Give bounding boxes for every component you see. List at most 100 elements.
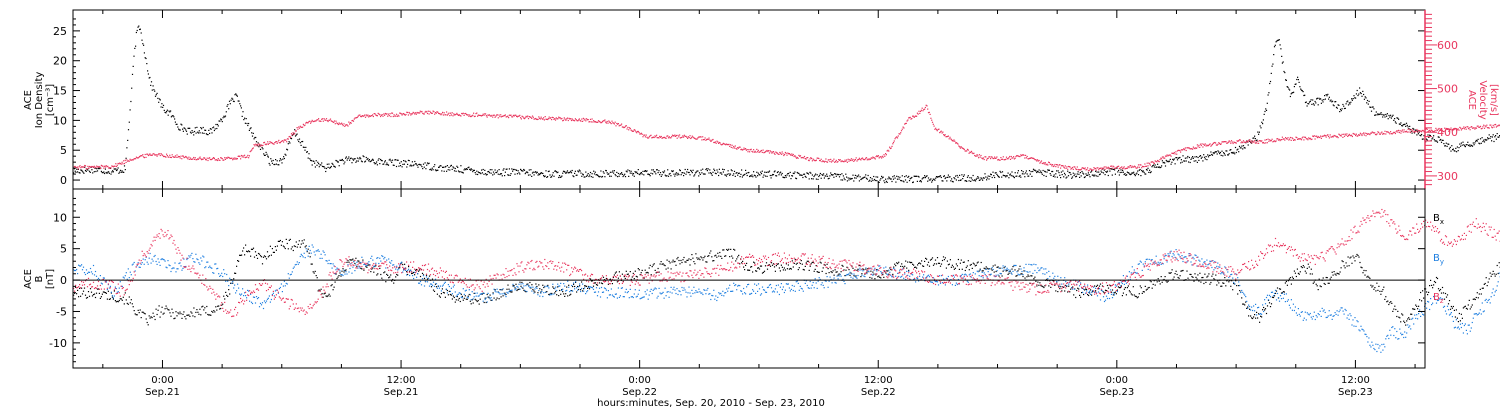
density-point-1323 bbox=[1125, 174, 1127, 176]
velocity-point-523 bbox=[488, 114, 491, 116]
bx-point-552 bbox=[621, 273, 623, 275]
velocity-point-23 bbox=[91, 165, 93, 168]
bx-point-1121 bbox=[1187, 277, 1189, 279]
bx-point-923 bbox=[990, 268, 992, 270]
velocity-point-1459 bbox=[1233, 141, 1235, 143]
velocity-point-1210 bbox=[1035, 159, 1037, 161]
velocity-point-1781 bbox=[1489, 124, 1491, 126]
density-point-1055 bbox=[912, 181, 914, 184]
bx-point-150 bbox=[222, 303, 224, 305]
density-point-238 bbox=[262, 148, 264, 150]
density-point-603 bbox=[552, 172, 554, 174]
velocity-point-765 bbox=[681, 136, 683, 138]
velocity-point-499 bbox=[469, 115, 472, 118]
density-point-737 bbox=[659, 174, 661, 176]
bx-point-697 bbox=[765, 262, 768, 264]
velocity-point-798 bbox=[707, 138, 709, 140]
velocity-point-1762 bbox=[1474, 128, 1476, 130]
velocity-point-1104 bbox=[951, 139, 953, 141]
density-point-889 bbox=[780, 171, 782, 173]
velocity-point-669 bbox=[605, 121, 607, 123]
bx-point-912 bbox=[979, 268, 981, 270]
bx-point-1061 bbox=[1127, 285, 1129, 287]
bx-point-650 bbox=[719, 251, 721, 254]
bx-point-863 bbox=[930, 258, 933, 260]
density-point-983 bbox=[854, 174, 856, 176]
velocity-point-718 bbox=[644, 134, 646, 136]
density-point-1374 bbox=[1165, 159, 1167, 161]
velocity-point-1327 bbox=[1128, 167, 1130, 169]
density-point-1717 bbox=[1438, 136, 1440, 138]
velocity-point-370 bbox=[367, 114, 369, 116]
density-point-381 bbox=[376, 161, 378, 163]
bx-point-976 bbox=[1043, 286, 1045, 289]
bx-point-1112 bbox=[1178, 277, 1180, 279]
velocity-point-539 bbox=[501, 115, 503, 117]
density-point-969 bbox=[843, 177, 845, 179]
velocity-point-1071 bbox=[924, 106, 926, 109]
density-point-922 bbox=[806, 172, 808, 174]
velocity-point-1240 bbox=[1059, 164, 1061, 166]
density-point-636 bbox=[578, 169, 580, 171]
velocity-point-1355 bbox=[1150, 161, 1152, 163]
velocity-point-1719 bbox=[1440, 129, 1442, 131]
density-point-1383 bbox=[1172, 159, 1175, 161]
density-point-320 bbox=[327, 166, 329, 168]
velocity-point-1172 bbox=[1005, 158, 1007, 160]
density-point-171 bbox=[209, 132, 211, 134]
velocity-point-329 bbox=[334, 123, 336, 125]
bx-point-565 bbox=[634, 270, 636, 272]
velocity-point-654 bbox=[593, 120, 595, 122]
density-point-607 bbox=[555, 171, 557, 173]
density-point-303 bbox=[314, 162, 316, 164]
density-point-1425 bbox=[1206, 159, 1208, 161]
density-point-525 bbox=[490, 172, 492, 174]
density-point-272 bbox=[289, 142, 291, 144]
bx-point-902 bbox=[969, 264, 971, 266]
velocity-point-1508 bbox=[1272, 141, 1274, 143]
velocity-point-383 bbox=[377, 112, 379, 114]
velocity-point-409 bbox=[398, 115, 400, 117]
velocity-point-181 bbox=[216, 159, 219, 162]
density-point-1494 bbox=[1261, 121, 1263, 123]
density-point-79 bbox=[135, 31, 137, 34]
density-point-927 bbox=[810, 172, 812, 174]
bx-point-676 bbox=[745, 264, 747, 266]
velocity-point-1046 bbox=[904, 122, 907, 125]
velocity-point-11 bbox=[81, 166, 83, 168]
velocity-point-113 bbox=[162, 155, 165, 158]
velocity-point-604 bbox=[553, 118, 555, 120]
velocity-point-479 bbox=[453, 114, 456, 116]
velocity-point-998 bbox=[866, 159, 868, 161]
velocity-point-894 bbox=[784, 153, 786, 156]
velocity-point-775 bbox=[689, 135, 691, 137]
density-point-1255 bbox=[1071, 177, 1073, 179]
density-point-1396 bbox=[1183, 160, 1185, 162]
velocity-point-1787 bbox=[1494, 124, 1496, 126]
density-point-749 bbox=[668, 173, 670, 175]
bx-point-154 bbox=[226, 294, 228, 296]
velocity-point-6 bbox=[77, 168, 79, 170]
bx-point-200 bbox=[271, 248, 273, 250]
velocity-point-37 bbox=[102, 165, 104, 167]
bx-point-924 bbox=[991, 269, 993, 271]
density-point-788 bbox=[699, 173, 701, 175]
density-point-1254 bbox=[1070, 173, 1072, 176]
velocity-point-182 bbox=[217, 158, 219, 160]
density-point-965 bbox=[840, 179, 842, 181]
velocity-point-1624 bbox=[1364, 132, 1366, 134]
bx-point-103 bbox=[175, 311, 177, 313]
velocity-point-1121 bbox=[964, 150, 966, 152]
velocity-point-822 bbox=[726, 143, 728, 146]
velocity-point-467 bbox=[444, 114, 446, 116]
bx-point-1235 bbox=[1300, 266, 1302, 268]
density-point-731 bbox=[654, 171, 656, 173]
velocity-point-1416 bbox=[1199, 146, 1201, 148]
velocity-point-521 bbox=[487, 114, 489, 116]
bx-point-775 bbox=[843, 269, 845, 271]
density-point-1579 bbox=[1328, 96, 1330, 98]
velocity-point-1788 bbox=[1495, 123, 1497, 126]
velocity-point-1265 bbox=[1079, 169, 1081, 171]
velocity-point-428 bbox=[413, 112, 415, 114]
velocity-point-777 bbox=[690, 137, 693, 139]
